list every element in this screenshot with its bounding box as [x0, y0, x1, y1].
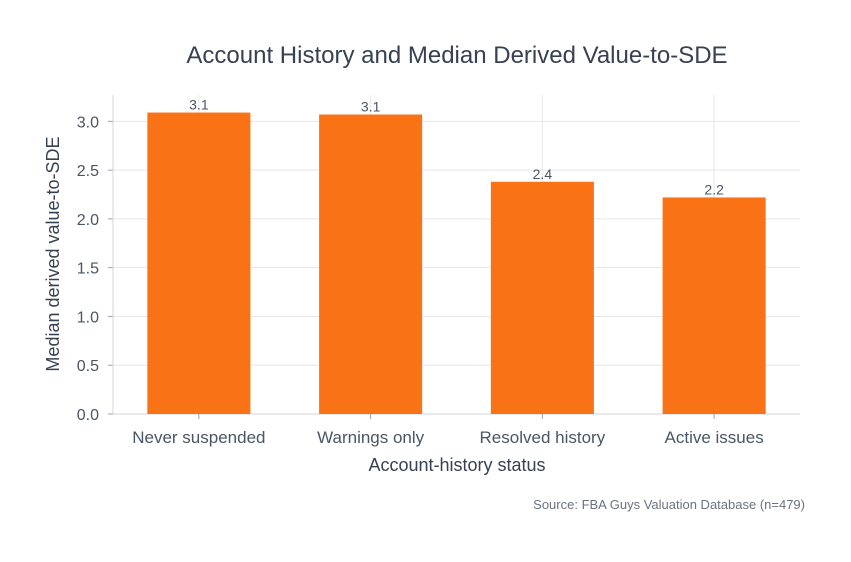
y-tick-label: 3.0	[77, 114, 99, 131]
x-tick-label: Active issues	[665, 428, 764, 447]
y-tick-label: 2.5	[77, 163, 99, 180]
bar	[147, 112, 251, 414]
data-label: 2.4	[533, 166, 553, 182]
chart-title: Account History and Median Derived Value…	[186, 42, 727, 69]
y-axis-title: Median derived value-to-SDE	[43, 136, 63, 371]
y-tick-label: 1.5	[77, 261, 99, 278]
y-tick-label: 0.5	[77, 358, 99, 375]
source-note: Source: FBA Guys Valuation Database (n=4…	[533, 497, 805, 512]
bar	[490, 181, 594, 414]
bar	[319, 114, 423, 414]
label-layer: 3.1 3.1 2.4 2.2	[189, 97, 724, 198]
y-tick-label: 1.0	[77, 309, 99, 326]
data-label: 3.1	[189, 97, 209, 113]
y-tick-label: 0.0	[77, 407, 99, 424]
data-label: 3.1	[361, 99, 381, 115]
bar-layer	[147, 112, 766, 414]
y-tick-label: 2.0	[77, 212, 99, 229]
data-label: 2.2	[704, 181, 724, 197]
x-axis-title: Account-history status	[368, 455, 545, 475]
x-tick-label: Never suspended	[132, 428, 265, 447]
axis-layer: 0.0 0.5 1.0 1.5 2.0 2.5 3.0 Never suspended Warn…	[77, 95, 800, 447]
x-tick-label: Resolved history	[480, 428, 606, 447]
x-tick-label: Warnings only	[317, 428, 425, 447]
bar	[662, 197, 766, 414]
